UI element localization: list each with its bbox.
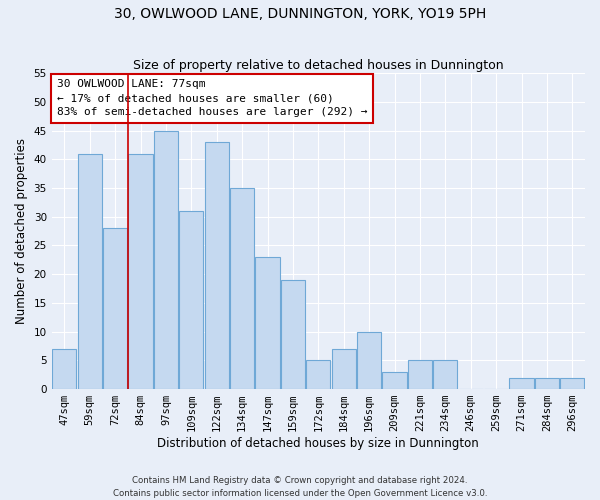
Bar [332, 349, 356, 389]
Bar [205, 142, 229, 389]
Bar [382, 372, 407, 389]
Text: 30, OWLWOOD LANE, DUNNINGTON, YORK, YO19 5PH: 30, OWLWOOD LANE, DUNNINGTON, YORK, YO19… [114, 8, 486, 22]
Y-axis label: Number of detached properties: Number of detached properties [15, 138, 28, 324]
Bar [77, 154, 102, 389]
X-axis label: Distribution of detached houses by size in Dunnington: Distribution of detached houses by size … [157, 437, 479, 450]
Bar [535, 378, 559, 389]
Bar [281, 280, 305, 389]
Bar [357, 332, 381, 389]
Title: Size of property relative to detached houses in Dunnington: Size of property relative to detached ho… [133, 59, 503, 72]
Text: Contains HM Land Registry data © Crown copyright and database right 2024.
Contai: Contains HM Land Registry data © Crown c… [113, 476, 487, 498]
Bar [154, 130, 178, 389]
Bar [433, 360, 457, 389]
Bar [560, 378, 584, 389]
Bar [52, 349, 76, 389]
Bar [103, 228, 127, 389]
Bar [306, 360, 331, 389]
Bar [230, 188, 254, 389]
Bar [408, 360, 432, 389]
Bar [509, 378, 533, 389]
Text: 30 OWLWOOD LANE: 77sqm
← 17% of detached houses are smaller (60)
83% of semi-det: 30 OWLWOOD LANE: 77sqm ← 17% of detached… [57, 80, 367, 118]
Bar [128, 154, 152, 389]
Bar [256, 257, 280, 389]
Bar [179, 211, 203, 389]
